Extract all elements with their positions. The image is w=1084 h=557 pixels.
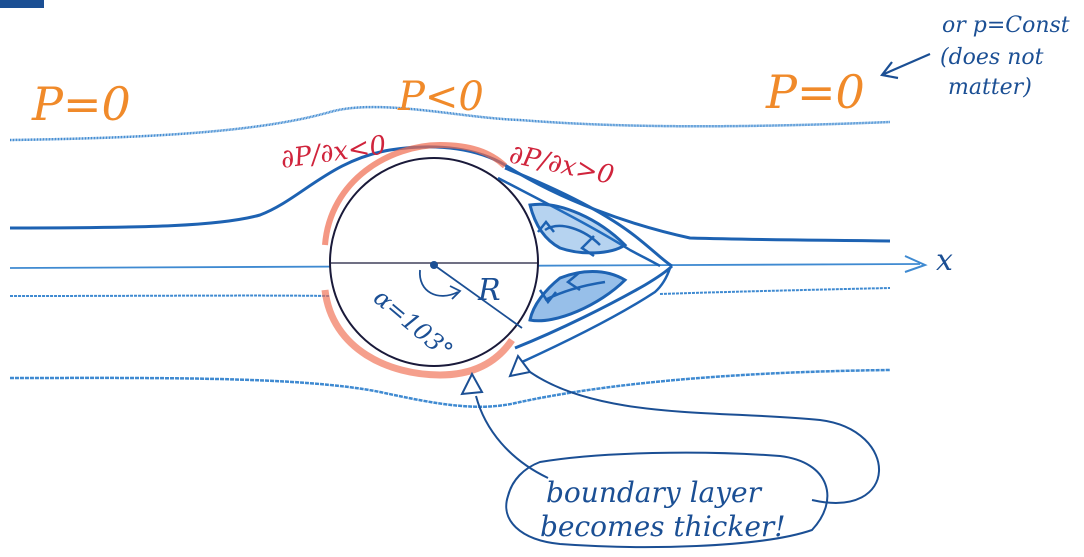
radius-label: R (477, 273, 501, 308)
streamline-lower-outer (9, 368, 891, 408)
vortex-lower-arrow-2 (565, 271, 581, 292)
separation-arrowhead-right (508, 353, 532, 378)
streamline-upper-inner (9, 145, 891, 243)
wake-lower-line-2 (521, 267, 672, 364)
note-pointer-arrow (883, 52, 931, 76)
callout-bubble (505, 451, 829, 549)
vortex-upper-arrow-2 (580, 235, 595, 258)
pressure-label-top: P<0 (397, 74, 484, 120)
streamline-upper-outer (9, 105, 891, 142)
note-line-2: (does not (940, 45, 1044, 70)
vortex-upper-arrow (537, 219, 555, 233)
boundary-layer-upper (322, 141, 508, 246)
wake-upper-line-2 (497, 176, 661, 268)
vortex-lower-arrow (538, 289, 557, 305)
corner-mark (0, 0, 44, 8)
streamline-lower-inner (9, 287, 891, 297)
pressure-label-right: P=0 (765, 65, 865, 119)
x-axis-arrowhead (904, 255, 928, 273)
wake-upper-line (504, 166, 673, 268)
callout-text-line-1: boundary layer (546, 476, 763, 509)
callout-text-line-2: becomes thicker! (540, 510, 786, 543)
note-pointer-arrowhead (880, 61, 899, 80)
pressure-label-left: P=0 (31, 77, 131, 131)
separation-arrowhead-left (460, 371, 484, 396)
callout-pointer-left (475, 395, 549, 479)
axis-x-label: x (936, 243, 953, 278)
radius-line (433, 264, 523, 329)
wake-lower-line (514, 264, 674, 350)
angle-arrowhead (449, 285, 462, 300)
angle-arc (419, 269, 459, 297)
note-line-1: or p=Const (942, 13, 1070, 38)
boundary-layer-lower (321, 289, 515, 379)
callout-pointer-right (529, 371, 880, 504)
note-line-3: matter) (948, 75, 1032, 100)
